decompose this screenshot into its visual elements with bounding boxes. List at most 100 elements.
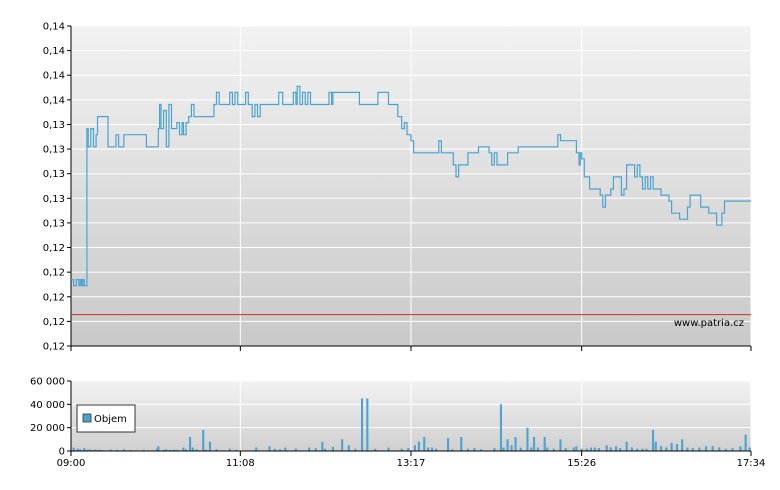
volume-bar bbox=[585, 448, 588, 451]
legend-label: Objem bbox=[94, 414, 127, 425]
volume-bar bbox=[427, 447, 430, 451]
volume-bar bbox=[564, 448, 567, 451]
volume-bar bbox=[615, 446, 618, 451]
volume-bar bbox=[400, 448, 403, 451]
volume-bar bbox=[691, 448, 694, 451]
volume-bar bbox=[641, 448, 644, 451]
volume-bar bbox=[96, 449, 99, 451]
volume-bar bbox=[543, 437, 546, 451]
volume-bar bbox=[165, 449, 168, 452]
volume-bar bbox=[407, 448, 410, 451]
volume-bar bbox=[79, 449, 82, 452]
volume-bar bbox=[681, 439, 684, 451]
volume-bar bbox=[88, 449, 91, 452]
price-chart: 0,12 0,12 0,12 0,12 0,12 0,13 0,13 0,13 0,13 0,13… bbox=[43, 22, 752, 353]
volume-bar bbox=[321, 441, 324, 451]
volume-bar bbox=[502, 447, 505, 451]
volume-bar bbox=[748, 447, 751, 451]
volume-bar bbox=[536, 447, 539, 451]
volume-x-tick-label: 11:08 bbox=[226, 458, 255, 469]
legend-swatch bbox=[82, 413, 92, 423]
volume-bar bbox=[514, 437, 517, 451]
volume-bar bbox=[711, 446, 714, 451]
volume-bar bbox=[72, 447, 75, 451]
volume-bar bbox=[670, 442, 673, 451]
volume-bar bbox=[739, 446, 742, 451]
price-y-tick-label: 0,12 bbox=[43, 243, 65, 254]
volume-bar bbox=[268, 446, 271, 451]
volume-bar bbox=[99, 449, 102, 451]
volume-bar bbox=[510, 445, 513, 451]
volume-bar bbox=[636, 448, 639, 451]
volume-bar bbox=[533, 437, 536, 451]
volume-bars bbox=[72, 398, 751, 452]
volume-bar bbox=[526, 427, 529, 451]
volume-x-tick-label: 15:26 bbox=[567, 458, 596, 469]
volume-y-tick-label: 40 000 bbox=[30, 400, 65, 411]
volume-x-axis: 09:00 11:08 13:17 15:26 17:34 bbox=[57, 450, 766, 469]
volume-bar bbox=[387, 447, 390, 451]
volume-bar bbox=[447, 438, 450, 451]
volume-bar bbox=[169, 449, 172, 451]
volume-bar bbox=[417, 441, 420, 451]
volume-bar bbox=[499, 404, 502, 451]
volume-bar bbox=[705, 446, 708, 451]
volume-bar bbox=[559, 439, 562, 451]
price-y-axis: 0,12 0,12 0,12 0,12 0,12 0,13 0,13 0,13 0,13 0,13… bbox=[43, 22, 72, 353]
volume-bar bbox=[593, 447, 596, 451]
volume-bar bbox=[155, 448, 158, 451]
volume-bar bbox=[460, 437, 463, 451]
volume-bar bbox=[466, 448, 469, 451]
volume-bar bbox=[686, 447, 689, 451]
volume-bar bbox=[546, 447, 549, 451]
volume-bar bbox=[157, 446, 160, 451]
volume-chart: 0 20 000 40 000 60 000 09:00 11:08 13:17 15:26… bbox=[30, 377, 765, 470]
volume-bar bbox=[530, 447, 533, 451]
volume-bar bbox=[575, 446, 578, 451]
price-y-tick-label: 0,14 bbox=[43, 46, 65, 57]
volume-bar bbox=[347, 445, 350, 451]
volume-bar bbox=[366, 398, 369, 451]
price-x-axis bbox=[70, 345, 752, 351]
volume-bar bbox=[361, 398, 364, 451]
volume-bar bbox=[195, 449, 198, 452]
volume-bar bbox=[314, 448, 317, 451]
volume-x-tick-label: 17:34 bbox=[737, 458, 766, 469]
volume-bar bbox=[228, 448, 231, 451]
price-y-tick-label: 0,13 bbox=[43, 218, 65, 229]
volume-bar bbox=[85, 449, 88, 451]
volume-bar bbox=[654, 441, 657, 451]
volume-bar bbox=[675, 444, 678, 451]
price-y-tick-label: 0,12 bbox=[43, 317, 65, 328]
volume-bar bbox=[625, 441, 628, 451]
volume-bar bbox=[173, 449, 176, 451]
volume-bar bbox=[204, 449, 207, 451]
volume-bar bbox=[431, 447, 434, 451]
volume-bar bbox=[552, 448, 555, 451]
volume-bar bbox=[189, 437, 192, 451]
price-y-tick-label: 0,13 bbox=[43, 145, 65, 156]
volume-bar bbox=[580, 448, 583, 451]
volume-bar bbox=[202, 430, 205, 451]
volume-bar bbox=[93, 449, 96, 451]
volume-bar bbox=[308, 447, 311, 451]
volume-bar bbox=[630, 447, 633, 451]
volume-bar bbox=[116, 449, 119, 451]
volume-legend: Objem bbox=[76, 404, 136, 433]
volume-bar bbox=[597, 448, 600, 451]
volume-y-tick-label: 60 000 bbox=[30, 377, 65, 388]
volume-bar bbox=[279, 449, 282, 452]
volume-bar bbox=[589, 447, 592, 451]
volume-bar bbox=[142, 449, 145, 451]
volume-bar bbox=[182, 447, 185, 451]
volume-bar bbox=[83, 448, 86, 451]
volume-bar bbox=[331, 446, 334, 451]
price-y-tick-label: 0,13 bbox=[43, 194, 65, 205]
volume-bar bbox=[698, 447, 701, 451]
volume-bar bbox=[255, 447, 258, 451]
volume-bar bbox=[208, 441, 211, 451]
volume-y-axis: 0 20 000 40 000 60 000 bbox=[30, 377, 72, 458]
volume-bar bbox=[374, 448, 377, 451]
volume-bar bbox=[480, 449, 483, 452]
